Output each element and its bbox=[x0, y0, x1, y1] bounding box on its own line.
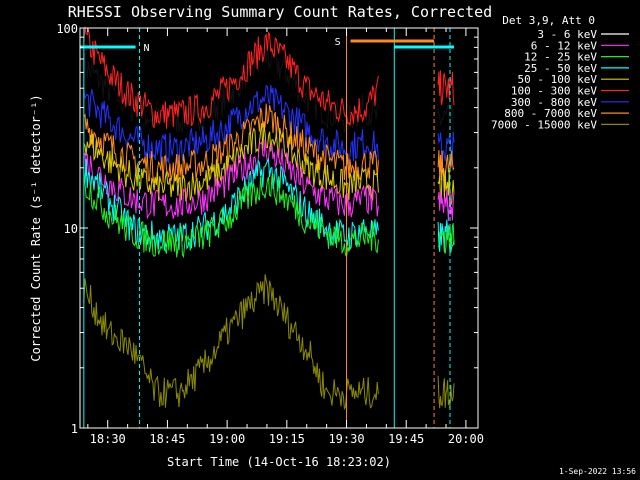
x-tick-label: 20:00 bbox=[448, 432, 484, 446]
series-line-tail bbox=[437, 70, 455, 106]
y-tick-label: 1 bbox=[71, 422, 78, 436]
series-line bbox=[83, 139, 379, 220]
flag-label: N bbox=[144, 43, 150, 54]
series-line-tail bbox=[437, 188, 455, 221]
series-line bbox=[83, 274, 379, 410]
legend-entry-label: 50 - 100 keV bbox=[518, 73, 598, 86]
x-tick-label: 19:00 bbox=[209, 432, 245, 446]
series-line bbox=[83, 123, 379, 202]
legend-entry-label: 100 - 300 keV bbox=[511, 85, 597, 98]
legend-header: Det 3,9, Att 0 bbox=[502, 14, 595, 27]
chart-title: RHESSI Observing Summary Count Rates, Co… bbox=[68, 3, 492, 21]
series-line bbox=[83, 103, 379, 184]
legend-entry-label: 300 - 800 keV bbox=[511, 96, 597, 109]
series-25-50-keV bbox=[83, 158, 455, 253]
series-100-300-keV bbox=[83, 26, 455, 129]
series-line-tail bbox=[437, 375, 455, 409]
axes: 18:30 18:45 19:00 19:15 19:30 19:45 20:00 1 10 10… bbox=[56, 22, 484, 446]
x-tick-label: 18:30 bbox=[90, 432, 126, 446]
series-line-tail bbox=[437, 150, 455, 185]
series-line-tail bbox=[437, 101, 455, 135]
y-tick-label: 10 bbox=[64, 222, 78, 236]
flag-label: S bbox=[335, 37, 341, 48]
legend-entry-label: 12 - 25 keV bbox=[524, 51, 597, 64]
legend-entry-label: 3 - 6 keV bbox=[537, 28, 597, 41]
x-tick-label: 19:30 bbox=[328, 432, 364, 446]
legend-entry-label: 6 - 12 keV bbox=[531, 39, 598, 52]
timestamp: 1-Sep-2022 13:56 bbox=[559, 467, 636, 476]
legend-entry-label: 25 - 50 keV bbox=[524, 62, 597, 75]
y-tick-label: 100 bbox=[56, 22, 78, 36]
series-800-7000-keV bbox=[83, 103, 455, 185]
series-line-tail bbox=[437, 219, 455, 253]
series-6-12-keV bbox=[83, 139, 455, 221]
x-axis-label: Start Time (14-Oct-16 18:23:02) bbox=[167, 455, 391, 469]
legend-entry-label: 7000 - 15000 keV bbox=[491, 118, 597, 131]
series-line bbox=[83, 170, 379, 259]
series-line bbox=[83, 158, 379, 251]
series-line-tail bbox=[437, 223, 455, 254]
series-12-25-keV bbox=[83, 170, 455, 259]
series-line bbox=[83, 26, 379, 129]
legend-entry-label: 800 - 7000 keV bbox=[504, 107, 597, 120]
x-tick-label: 19:45 bbox=[388, 432, 424, 446]
series-7000-15000-keV bbox=[83, 274, 455, 410]
x-tick-label: 18:45 bbox=[149, 432, 185, 446]
plot-area: NS bbox=[79, 26, 455, 428]
y-axis-label: Corrected Count Rate (s⁻¹ detector⁻¹) bbox=[29, 94, 43, 361]
x-tick-label: 19:15 bbox=[269, 432, 305, 446]
